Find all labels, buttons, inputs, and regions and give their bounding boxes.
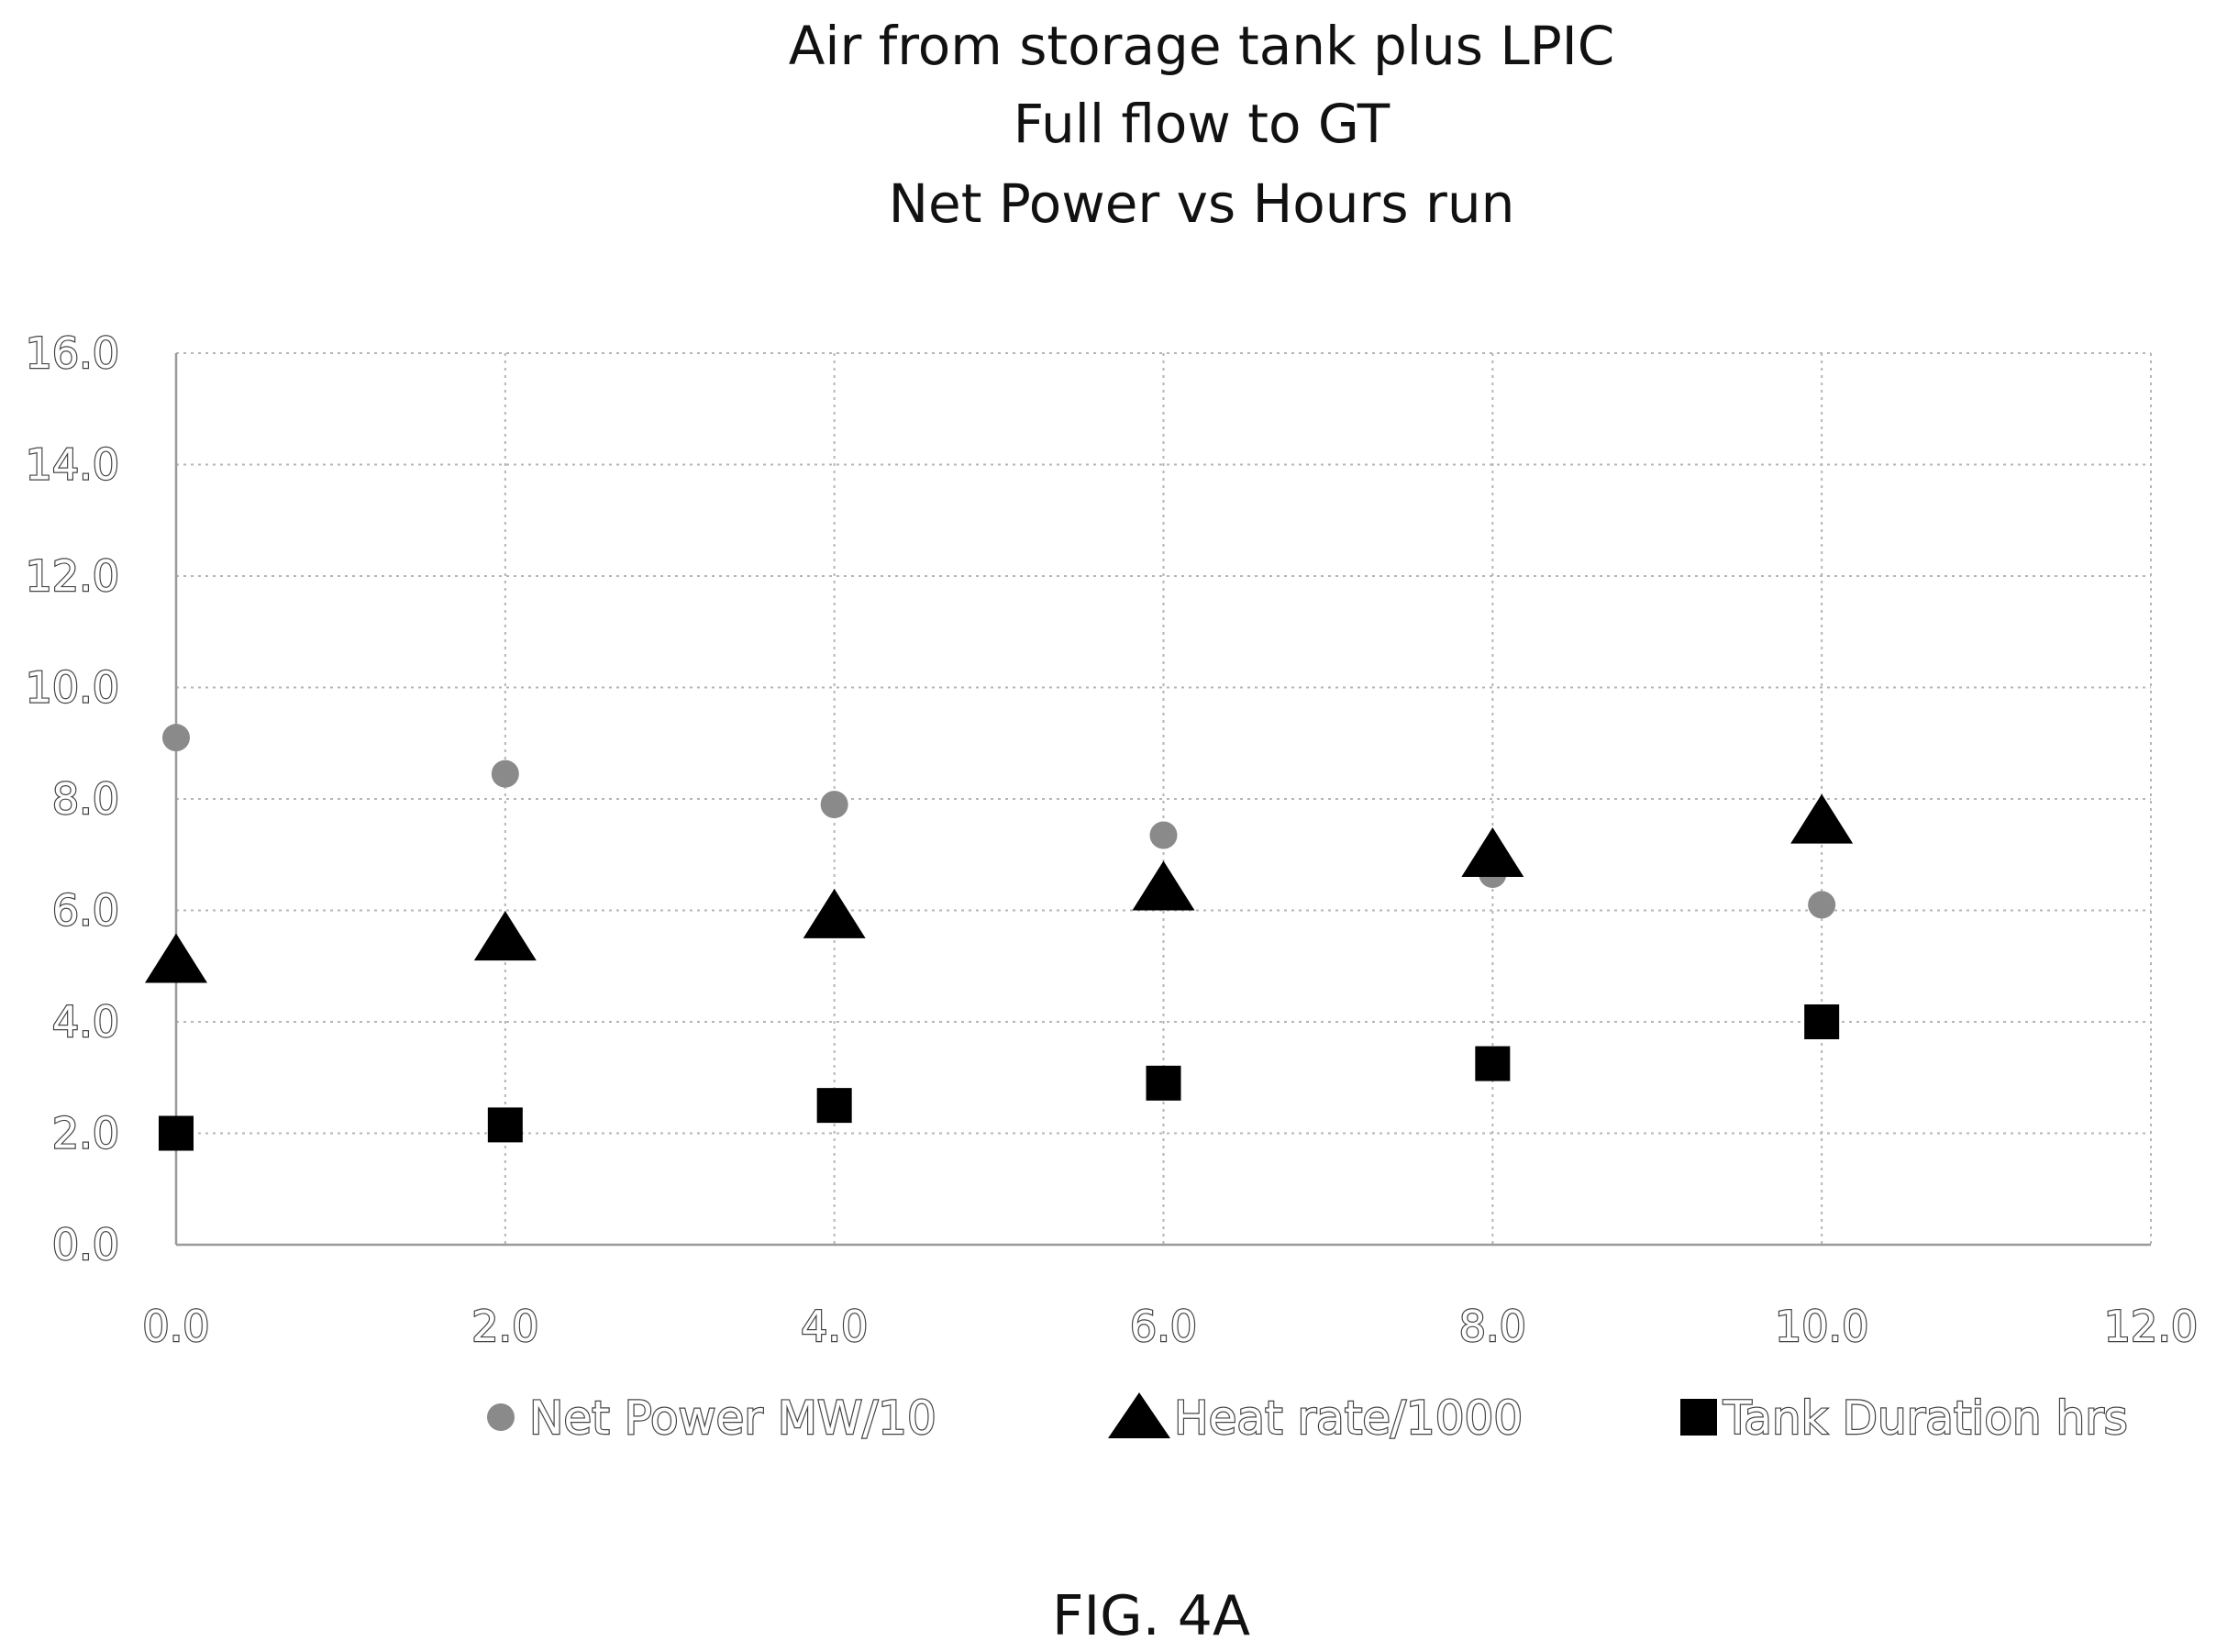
y-tick-label: 16.0 <box>26 328 119 378</box>
legend-label-heat-rate: Heat rate/1000 <box>1174 1391 1523 1445</box>
data-point-square <box>1475 1046 1511 1081</box>
data-point-circle <box>162 724 190 752</box>
x-tick-label: 10.0 <box>1775 1302 1868 1351</box>
legend-label-net-power: Net Power MW/10 <box>529 1391 936 1445</box>
chart-title-line-3: Net Power vs Hours run <box>889 172 1515 235</box>
y-axis-tick-labels: 0.0 2.0 4.0 6.0 8.0 10.0 12.0 14.0 16.0 <box>24 327 120 1270</box>
y-tick-label: 8.0 <box>52 774 119 824</box>
data-point-circle <box>491 759 519 788</box>
data-point-triangle <box>1132 860 1195 911</box>
legend-marker-triangle <box>1108 1392 1170 1438</box>
plot-grid <box>176 352 2152 1245</box>
data-point-triangle <box>1461 827 1524 878</box>
data-point-square <box>159 1115 194 1151</box>
y-tick-label: 14.0 <box>26 440 119 490</box>
legend-item-net-power: Net Power MW/10 <box>487 1391 937 1446</box>
x-tick-label: 12.0 <box>2104 1302 2198 1351</box>
legend-item-tank-duration: Tank Duration hrs <box>1680 1391 2129 1446</box>
data-point-circle <box>1149 821 1178 849</box>
plot-axes <box>174 353 2151 1247</box>
x-axis-tick-labels: 0.0 2.0 4.0 6.0 8.0 10.0 12.0 <box>141 1301 2199 1352</box>
legend-marker-square <box>1680 1399 1717 1436</box>
data-point-circle <box>1808 891 1836 919</box>
figure-label: FIG. 4A <box>1052 1584 1250 1648</box>
data-point-circle <box>820 791 848 819</box>
data-point-triangle <box>145 933 207 983</box>
x-tick-label: 6.0 <box>1130 1302 1197 1351</box>
data-marks <box>145 724 1854 1151</box>
x-tick-label: 8.0 <box>1459 1302 1526 1351</box>
x-tick-label: 2.0 <box>471 1302 538 1351</box>
y-tick-label: 4.0 <box>52 997 119 1047</box>
y-tick-label: 0.0 <box>52 1220 119 1269</box>
data-point-square <box>1804 1004 1840 1039</box>
data-point-square <box>487 1107 523 1143</box>
x-tick-label: 0.0 <box>142 1302 209 1351</box>
y-tick-label: 2.0 <box>52 1109 119 1159</box>
data-point-triangle <box>1790 793 1854 844</box>
chart-title-line-1: Air from storage tank plus LPIC <box>789 15 1615 77</box>
legend-marker-circle <box>487 1403 515 1431</box>
y-tick-label: 6.0 <box>52 886 119 936</box>
y-tick-label: 12.0 <box>26 551 119 601</box>
chart-title-line-2: Full flow to GT <box>1014 93 1391 155</box>
y-tick-label: 10.0 <box>26 663 119 713</box>
legend-label-tank-duration: Tank Duration hrs <box>1723 1391 2128 1445</box>
legend: Net Power MW/10 Heat rate/1000 Tank Dura… <box>487 1391 2129 1446</box>
legend-item-heat-rate: Heat rate/1000 <box>1108 1391 1524 1446</box>
data-point-square <box>1146 1065 1181 1101</box>
x-tick-label: 4.0 <box>801 1302 868 1351</box>
data-point-triangle <box>473 911 537 961</box>
data-point-square <box>816 1088 852 1124</box>
chart-title: Air from storage tank plus LPIC Full flo… <box>789 15 1615 235</box>
data-point-triangle <box>803 888 866 938</box>
